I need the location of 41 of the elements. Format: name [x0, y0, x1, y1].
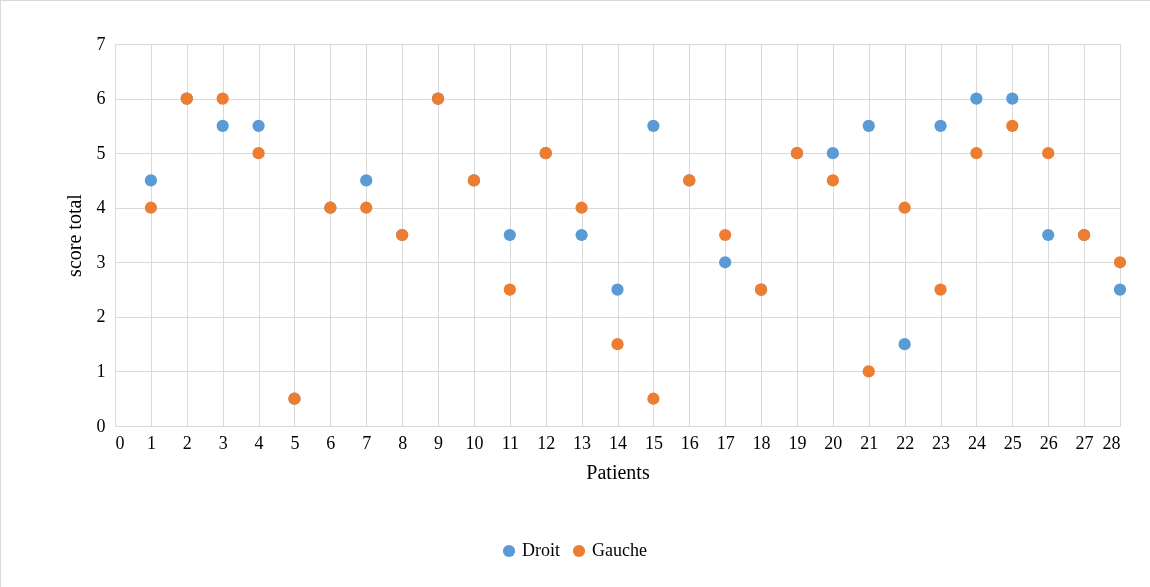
x-tick-label: 25: [1003, 432, 1022, 453]
y-tick-label: 7: [96, 33, 106, 54]
x-tick-label: 17: [716, 432, 735, 453]
x-tick-label: 15: [644, 432, 663, 453]
y-tick-label: 1: [96, 360, 106, 381]
x-tick-label: 2: [182, 432, 192, 453]
x-tick-label: 11: [501, 432, 519, 453]
y-tick-label: 2: [96, 306, 106, 327]
x-tick-label: 13: [573, 432, 592, 453]
x-tick-label: 12: [537, 432, 556, 453]
x-tick-label: 8: [398, 432, 408, 453]
y-tick-label: 3: [96, 251, 106, 272]
x-tick-label: 7: [362, 432, 372, 453]
x-tick-label: 4: [254, 432, 264, 453]
x-tick-label: 16: [680, 432, 699, 453]
x-tick-label: 10: [465, 432, 484, 453]
y-axis-title: score total: [62, 193, 85, 277]
y-tick-label: 0: [96, 415, 106, 436]
x-tick-label: 23: [932, 432, 951, 453]
x-tick-label: 1: [146, 432, 156, 453]
x-tick-label: 24: [967, 432, 986, 453]
x-tick-label: 0: [115, 432, 125, 453]
x-tick-label: 6: [326, 432, 336, 453]
x-tick-label: 5: [290, 432, 300, 453]
legend-label: Droit: [522, 540, 560, 560]
y-tick-label: 4: [96, 197, 106, 218]
x-tick-label: 19: [788, 432, 807, 453]
x-tick-label: 20: [824, 432, 843, 453]
x-tick-label: 3: [218, 432, 228, 453]
x-tick-label: 22: [896, 432, 915, 453]
x-tick-label: 9: [434, 432, 444, 453]
y-tick-label: 5: [96, 142, 106, 163]
x-axis-title: Patients: [586, 460, 650, 483]
x-tick-label: 18: [752, 432, 771, 453]
x-tick-label: 26: [1039, 432, 1058, 453]
y-tick-label: 6: [96, 88, 106, 109]
x-tick-label: 21: [860, 432, 879, 453]
x-tick-label: 14: [609, 432, 627, 453]
legend-label: Gauche: [592, 540, 647, 560]
x-tick-label: 28: [1102, 432, 1121, 453]
x-tick-label: 27: [1075, 432, 1094, 453]
